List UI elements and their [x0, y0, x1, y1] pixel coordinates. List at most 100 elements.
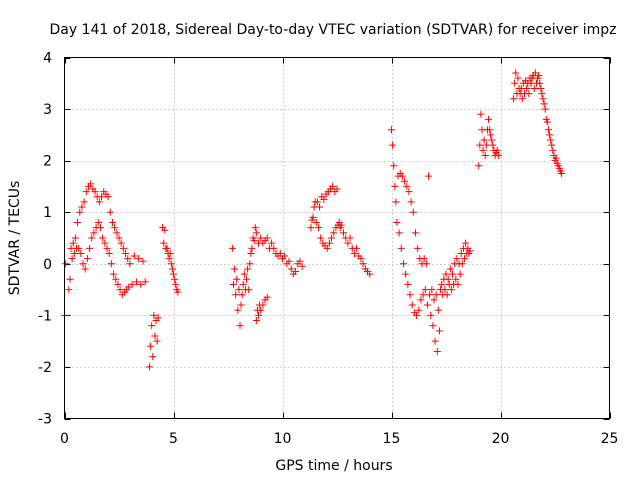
data-point	[415, 306, 423, 314]
data-point	[313, 198, 321, 206]
data-point	[245, 286, 253, 294]
data-point	[126, 260, 134, 268]
data-point	[411, 229, 419, 237]
x-tick-label: 20	[492, 431, 510, 447]
data-point	[426, 291, 434, 299]
data-point	[488, 136, 496, 144]
data-point	[70, 249, 78, 257]
data-point	[399, 260, 407, 268]
data-point	[81, 265, 89, 273]
data-point	[247, 249, 255, 257]
data-point	[389, 141, 397, 149]
data-point	[166, 249, 174, 257]
data-point	[421, 286, 429, 294]
data-point	[237, 301, 245, 309]
data-point	[174, 288, 182, 296]
data-point	[259, 301, 267, 309]
data-point	[346, 234, 354, 242]
data-point	[231, 265, 239, 273]
data-point	[69, 239, 77, 247]
data-point	[240, 270, 248, 278]
data-point	[408, 301, 416, 309]
data-point	[141, 278, 149, 286]
y-tick-label: 4	[43, 51, 52, 67]
data-point	[82, 188, 90, 196]
data-point	[99, 234, 107, 242]
data-point	[433, 347, 441, 355]
data-point	[132, 278, 140, 286]
data-point	[235, 286, 243, 294]
x-tick-label: 25	[601, 431, 619, 447]
data-point	[154, 314, 162, 322]
data-point	[307, 224, 315, 232]
plot-frame	[64, 57, 610, 419]
data-point	[163, 244, 171, 252]
data-point	[77, 249, 85, 257]
data-point	[479, 146, 487, 154]
data-point	[425, 172, 433, 180]
data-point	[544, 126, 552, 134]
data-point	[263, 234, 271, 242]
y-tick-label: -2	[38, 360, 52, 376]
data-point	[232, 291, 240, 299]
data-point	[535, 72, 543, 80]
data-point	[246, 260, 254, 268]
data-point	[466, 247, 474, 255]
data-point	[541, 105, 549, 113]
data-point	[113, 229, 121, 237]
data-point	[287, 265, 295, 273]
data-point	[413, 311, 421, 319]
data-point	[149, 353, 157, 361]
data-point	[112, 275, 120, 283]
data-point	[476, 141, 484, 149]
data-point	[428, 286, 436, 294]
data-point	[116, 286, 124, 294]
data-point	[165, 255, 173, 263]
data-point	[101, 239, 109, 247]
data-point	[393, 219, 401, 227]
data-point	[243, 275, 251, 283]
data-point	[160, 239, 168, 247]
data-point	[337, 221, 345, 229]
data-point	[405, 188, 413, 196]
data-point	[417, 296, 425, 304]
data-point	[392, 198, 400, 206]
data-point	[79, 260, 87, 268]
data-point	[429, 322, 437, 330]
data-point	[317, 234, 325, 242]
data-point	[238, 291, 246, 299]
x-tick-label: 0	[60, 431, 69, 447]
data-point	[124, 255, 132, 263]
data-point	[312, 219, 320, 227]
data-point	[316, 203, 324, 211]
data-point	[80, 198, 88, 206]
data-point	[407, 198, 415, 206]
data-point	[122, 249, 130, 257]
data-point	[523, 84, 531, 92]
data-point	[489, 141, 497, 149]
data-point	[228, 244, 236, 252]
data-point	[539, 95, 547, 103]
data-point	[276, 249, 284, 257]
data-point	[475, 162, 483, 170]
data-point	[146, 363, 154, 371]
data-point	[172, 280, 180, 288]
data-point	[458, 260, 466, 268]
y-tick-label: 3	[43, 102, 52, 118]
data-point	[537, 84, 545, 92]
data-point	[87, 180, 95, 188]
data-point	[441, 286, 449, 294]
data-point	[281, 252, 289, 260]
data-point	[485, 115, 493, 123]
data-point	[252, 317, 260, 325]
data-point	[108, 219, 116, 227]
data-point	[296, 257, 304, 265]
data-point	[419, 291, 427, 299]
data-point	[244, 265, 252, 273]
data-point	[314, 224, 322, 232]
data-point	[167, 260, 175, 268]
data-point	[236, 322, 244, 330]
x-tick-label: 10	[274, 431, 292, 447]
data-point	[514, 74, 522, 82]
